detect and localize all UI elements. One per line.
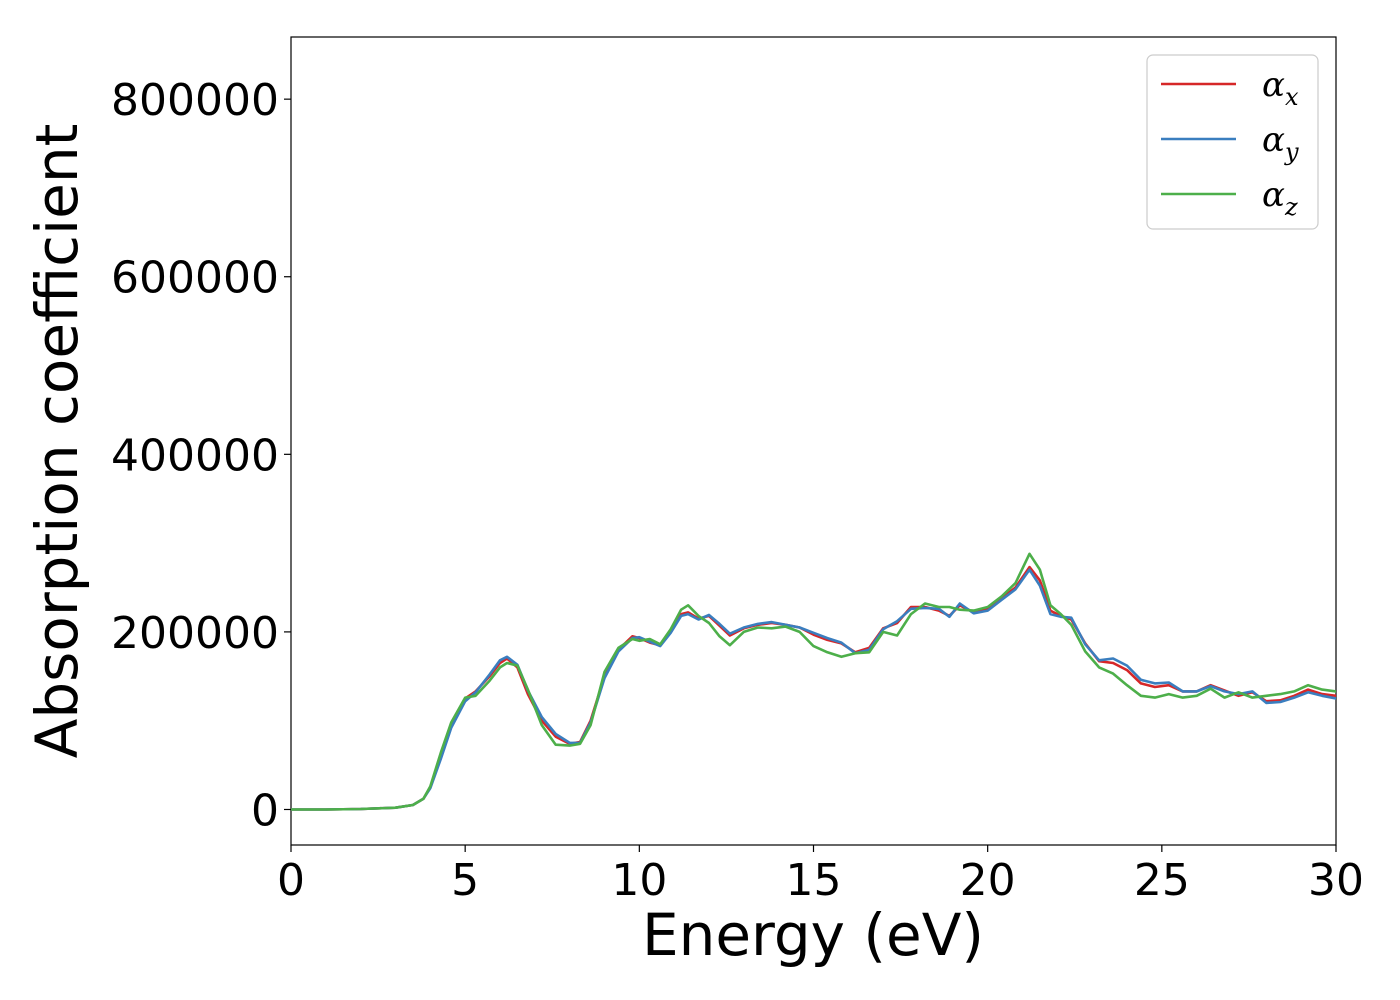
y-tick-label: 0 xyxy=(251,785,279,836)
x-tick-label: 20 xyxy=(960,855,1016,906)
y-tick-label: 800000 xyxy=(111,75,279,126)
series-line-y xyxy=(291,568,1336,811)
legend-label-subscript: z xyxy=(1284,193,1298,221)
y-tick-label: 400000 xyxy=(111,430,279,481)
legend-label-base: α xyxy=(1262,120,1285,160)
y-axis-title: Absorption coefficient xyxy=(23,124,91,759)
x-tick-label: 15 xyxy=(786,855,842,906)
legend-label-y: αy xyxy=(1262,120,1299,166)
axes: 0 5 10 15 20 25 30 0 200000 400000 600000 800000 xyxy=(111,36,1364,906)
y-tick-label: 200000 xyxy=(111,608,279,659)
legend-label-subscript: x xyxy=(1285,83,1299,111)
legend-label-base: α xyxy=(1262,65,1285,105)
legend-box xyxy=(1146,54,1319,230)
series-line-x xyxy=(291,565,1336,811)
x-axis-title: Energy (eV) xyxy=(642,901,984,969)
series-layer xyxy=(291,552,1336,811)
x-tick-label: 0 xyxy=(277,855,305,906)
legend-label-subscript: y xyxy=(1284,138,1299,166)
x-tick-label: 25 xyxy=(1134,855,1190,906)
legend-label-base: α xyxy=(1262,175,1285,215)
legend-label-z: αz xyxy=(1262,175,1298,221)
x-tick-label: 10 xyxy=(611,855,667,906)
legend-label-x: αx xyxy=(1262,65,1299,111)
x-tick-label: 30 xyxy=(1308,855,1364,906)
y-tick-label: 600000 xyxy=(111,253,279,304)
x-tick-label: 5 xyxy=(451,855,479,906)
series-line-z xyxy=(291,552,1336,811)
